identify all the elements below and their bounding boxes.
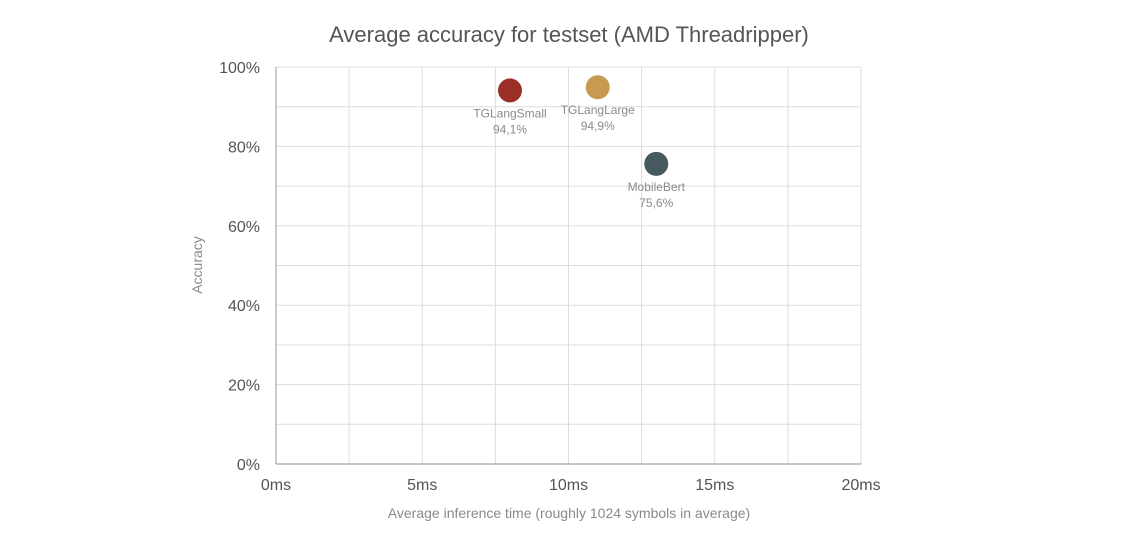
x-tick-label: 15ms [695,477,734,494]
scatter-point [644,151,669,176]
grid-lines [276,66,862,464]
point-name-label: TGLangLarge [561,103,635,117]
axes [275,67,861,465]
scatter-point [585,75,610,100]
y-axis-label: Accuracy [189,236,205,294]
point-value-label: 94,1% [493,122,527,136]
point-value-label: 75,6% [639,196,673,210]
y-tick-label: 80% [228,139,260,156]
x-tick-label: 0ms [261,477,291,494]
x-tick-label: 20ms [841,477,880,494]
point-name-label: MobileBert [628,180,686,194]
x-axis-ticks: 0ms 5ms 10ms 15ms 20ms [261,477,881,494]
x-axis-label: Average inference time (roughly 1024 sym… [388,505,750,521]
y-tick-label: 20% [228,378,260,395]
x-tick-label: 10ms [549,477,588,494]
y-tick-label: 40% [228,298,260,315]
y-tick-label: 100% [219,60,260,77]
y-tick-label: 60% [228,219,260,236]
chart-title: Average accuracy for testset (AMD Thread… [329,22,809,47]
point-value-label: 94,9% [581,119,615,133]
data-points: TGLangSmall 94,1% TGLangLarge 94,9% MobileBe… [473,75,686,210]
x-tick-label: 5ms [407,477,437,494]
y-axis-ticks: 0% 20% 40% 60% 80% 100% [219,60,260,474]
scatter-point [498,78,522,103]
y-tick-label: 0% [237,457,260,474]
point-name-label: TGLangSmall [473,106,546,120]
